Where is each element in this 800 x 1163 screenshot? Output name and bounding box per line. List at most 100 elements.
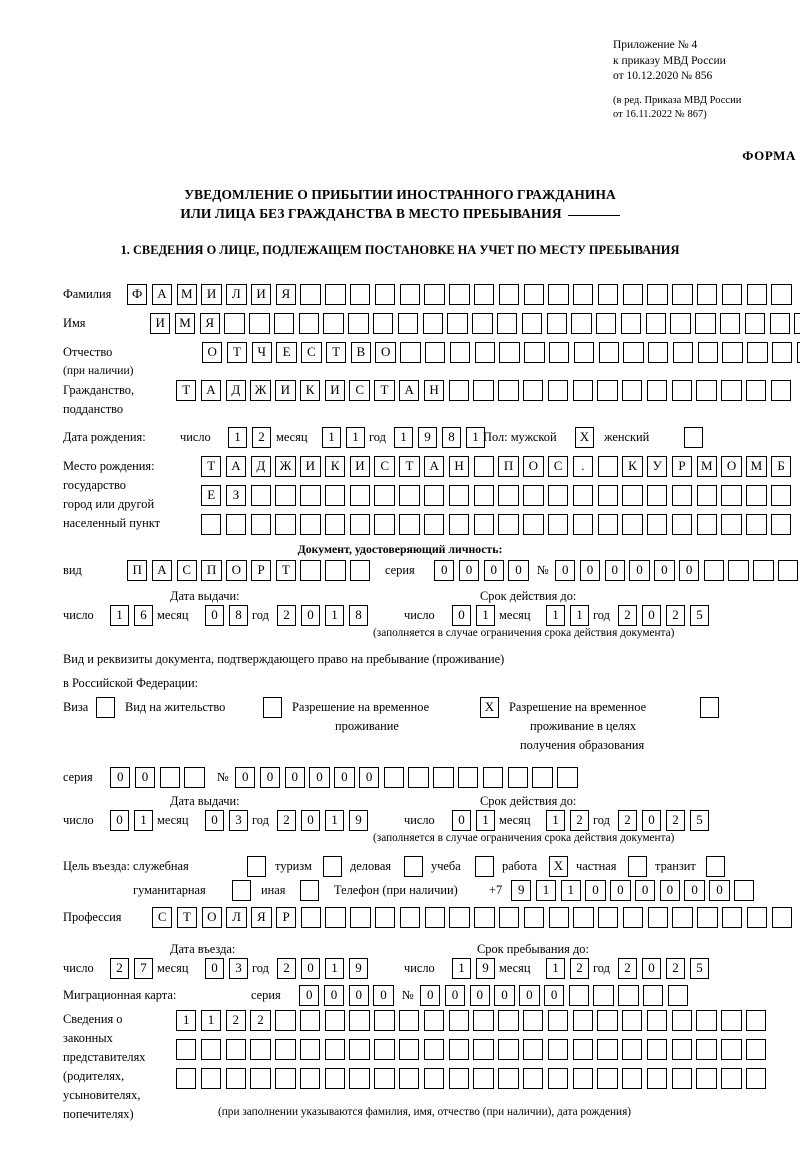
form-cell[interactable]: 1 [325,958,344,979]
form-cell[interactable]: Я [199,313,220,334]
birthplace-locality-input[interactable] [201,514,792,535]
form-cell[interactable]: 0 [334,767,355,788]
form-cell[interactable] [408,767,429,788]
form-cell[interactable] [696,284,718,305]
form-cell[interactable]: 9 [349,810,368,831]
form-cell[interactable]: 0 [684,880,705,901]
form-cell[interactable] [300,514,321,535]
form-cell[interactable] [746,284,767,305]
form-cell[interactable] [728,560,749,581]
form-cell[interactable] [747,342,768,363]
form-cell[interactable]: О [201,907,222,928]
form-cell[interactable] [671,1068,693,1089]
form-cell[interactable]: 0 [434,560,455,581]
form-cell[interactable] [622,1068,643,1089]
form-cell[interactable] [622,485,643,506]
form-cell[interactable] [647,907,669,928]
form-cell[interactable] [646,1010,668,1031]
form-cell[interactable] [667,985,689,1006]
form-cell[interactable] [671,485,693,506]
form-cell[interactable]: 0 [235,767,256,788]
form-cell[interactable] [746,907,768,928]
form-cell[interactable]: 0 [323,985,345,1006]
form-cell[interactable]: Е [201,485,222,506]
form-cell[interactable] [349,514,371,535]
form-cell[interactable] [645,313,667,334]
form-cell[interactable]: М [746,456,767,477]
form-cell[interactable] [622,284,644,305]
form-cell[interactable] [323,313,344,334]
form-cell[interactable] [547,514,569,535]
form-cell[interactable] [721,380,742,401]
form-cell[interactable] [473,1068,494,1089]
form-cell[interactable]: 1 [325,605,344,626]
form-cell[interactable] [770,514,792,535]
form-cell[interactable]: 0 [629,560,650,581]
form-cell[interactable]: 1 [476,605,495,626]
purpose-study-checkbox[interactable] [475,856,494,877]
form-cell[interactable] [250,1068,271,1089]
form-cell[interactable] [399,907,421,928]
form-cell[interactable]: 0 [452,810,471,831]
form-cell[interactable]: Л [226,907,247,928]
form-cell[interactable]: И [250,284,272,305]
form-cell[interactable]: 8 [442,427,461,448]
form-cell[interactable] [523,485,544,506]
form-cell[interactable] [522,1010,544,1031]
form-cell[interactable] [557,767,578,788]
form-cell[interactable]: Т [325,342,347,363]
form-cell[interactable]: А [399,380,420,401]
form-cell[interactable]: 9 [349,958,368,979]
form-cell[interactable]: У [647,456,668,477]
form-cell[interactable] [648,342,669,363]
purpose-private-checkbox[interactable] [628,856,647,877]
form-cell[interactable] [696,1039,717,1060]
form-cell[interactable]: 0 [483,560,504,581]
form-cell[interactable]: 0 [604,560,625,581]
form-cell[interactable] [350,284,371,305]
form-cell[interactable] [422,313,443,334]
form-cell[interactable] [597,1068,618,1089]
form-cell[interactable] [771,907,792,928]
form-cell[interactable]: Т [176,907,198,928]
form-cell[interactable]: 0 [659,880,681,901]
form-cell[interactable] [225,1039,246,1060]
form-cell[interactable] [572,514,594,535]
form-cell[interactable]: А [151,560,173,581]
form-cell[interactable] [697,342,719,363]
form-cell[interactable]: 2 [618,605,637,626]
form-cell[interactable]: И [150,313,171,334]
form-cell[interactable] [423,1039,445,1060]
purpose-official-checkbox[interactable] [247,856,266,877]
form-cell[interactable]: 0 [709,880,730,901]
form-cell[interactable] [424,284,445,305]
form-cell[interactable] [159,767,180,788]
form-cell[interactable]: 0 [555,560,576,581]
form-cell[interactable] [449,284,470,305]
form-cell[interactable]: С [301,342,322,363]
form-cell[interactable] [473,456,494,477]
form-cell[interactable] [647,514,668,535]
form-cell[interactable] [670,313,691,334]
form-cell[interactable] [593,985,614,1006]
form-cell[interactable]: Ф [127,284,148,305]
purpose-humanitarian-checkbox[interactable] [232,880,251,901]
form-cell[interactable] [350,907,371,928]
form-cell[interactable] [622,380,643,401]
form-cell[interactable] [349,1039,370,1060]
form-cell[interactable]: К [622,456,643,477]
form-cell[interactable] [349,1068,370,1089]
form-cell[interactable]: С [547,456,569,477]
form-cell[interactable]: 0 [508,560,529,581]
form-cell[interactable] [532,767,553,788]
form-cell[interactable] [399,284,420,305]
form-cell[interactable]: Е [276,342,297,363]
form-cell[interactable]: 9 [476,958,495,979]
form-cell[interactable] [424,907,445,928]
